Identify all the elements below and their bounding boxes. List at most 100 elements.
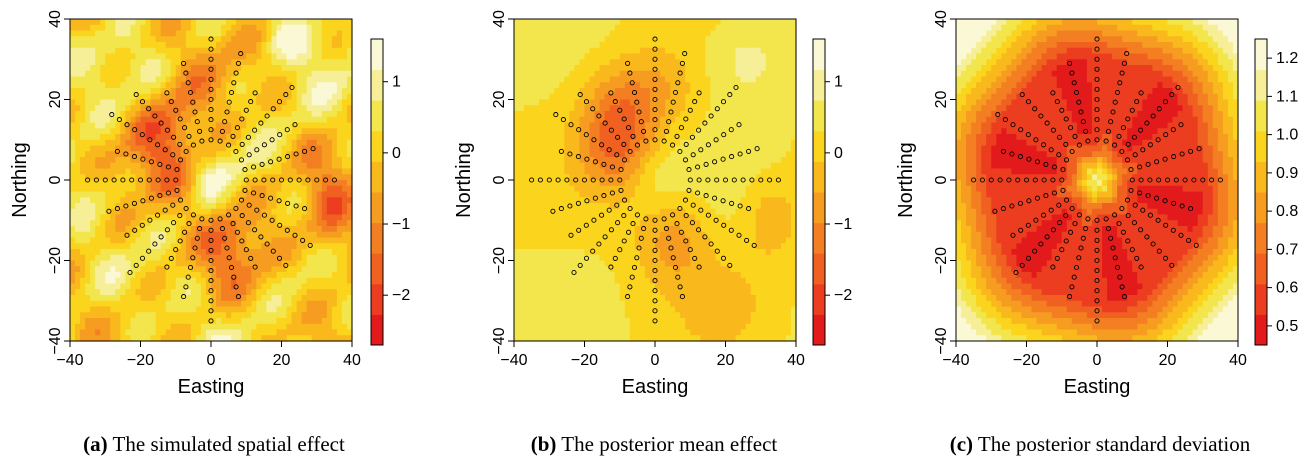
heat-cell xyxy=(286,300,293,308)
heat-cell xyxy=(200,151,207,158)
heat-cell xyxy=(644,318,651,325)
heat-cell xyxy=(150,174,157,181)
heat-cell xyxy=(579,162,586,170)
heat-cell xyxy=(301,191,308,198)
heat-cell xyxy=(554,300,560,308)
heat-cell xyxy=(331,53,338,60)
heat-cell xyxy=(115,266,121,273)
heat-cell xyxy=(271,329,278,336)
heat-cell xyxy=(205,128,212,135)
heat-cell xyxy=(346,335,353,342)
heat-cell xyxy=(554,116,560,124)
heat-cell xyxy=(115,277,121,285)
heat-cell xyxy=(246,203,252,210)
heat-cell xyxy=(614,53,621,60)
heat-cell xyxy=(574,93,581,101)
heat-cell xyxy=(185,145,192,152)
heat-cell xyxy=(619,312,626,319)
heat-cell xyxy=(231,42,237,49)
heat-cell xyxy=(579,237,586,244)
heat-cell xyxy=(80,168,86,175)
heat-cell xyxy=(519,162,525,170)
heat-cell xyxy=(125,30,132,37)
heat-cell xyxy=(629,19,636,26)
heat-cell xyxy=(90,47,96,55)
station-point xyxy=(276,99,283,105)
heat-cell xyxy=(346,47,353,55)
heat-cell xyxy=(165,53,172,60)
heat-cell xyxy=(574,70,581,78)
heat-cell xyxy=(619,277,626,285)
heat-cell xyxy=(150,180,157,187)
heat-cell xyxy=(165,122,172,129)
heat-cell xyxy=(241,220,247,227)
heat-cell xyxy=(155,318,162,325)
heat-cell xyxy=(331,300,338,308)
heat-cell xyxy=(604,99,611,106)
heat-cell xyxy=(246,197,252,204)
heat-cell xyxy=(544,139,550,147)
heat-cell xyxy=(589,168,596,175)
heat-cell xyxy=(346,151,353,158)
heat-cell xyxy=(80,289,86,296)
heat-cell xyxy=(241,203,247,210)
heat-cell xyxy=(125,220,132,227)
heat-cell xyxy=(190,185,197,193)
heat-cell xyxy=(145,185,152,193)
heat-cell xyxy=(180,220,187,227)
heat-cell xyxy=(579,111,586,118)
heat-cell xyxy=(564,59,570,66)
heat-cell xyxy=(609,65,616,72)
station-point xyxy=(139,99,146,105)
heat-cell xyxy=(266,266,273,273)
heat-cell xyxy=(579,208,586,216)
heat-cell xyxy=(145,295,152,302)
heat-cell xyxy=(150,134,157,141)
heat-cell xyxy=(634,53,641,60)
heat-cell xyxy=(125,283,132,290)
heat-cell xyxy=(311,185,318,193)
heat-cell xyxy=(110,70,116,78)
heat-cell xyxy=(549,42,555,49)
heat-cell xyxy=(110,157,116,164)
heat-cell xyxy=(85,174,91,181)
heat-cell xyxy=(80,300,86,308)
heat-cell xyxy=(291,24,298,32)
heat-cell xyxy=(301,36,308,43)
heat-cell xyxy=(629,122,636,129)
heat-cell xyxy=(120,272,126,279)
heat-cell xyxy=(125,157,132,164)
heat-cell xyxy=(579,329,586,336)
heat-cell xyxy=(291,283,298,290)
heat-cell xyxy=(286,266,293,273)
heat-cell xyxy=(614,105,621,112)
heat-cell xyxy=(609,254,616,262)
heat-cell xyxy=(246,30,252,37)
heat-cell xyxy=(216,306,222,313)
heat-cell xyxy=(221,203,227,210)
heat-cell xyxy=(564,272,570,279)
station-point xyxy=(270,177,276,183)
heat-cell xyxy=(226,289,232,296)
heat-cell xyxy=(609,329,616,336)
heat-cell xyxy=(629,329,636,336)
heat-cell xyxy=(624,99,631,106)
heat-cell xyxy=(619,36,626,43)
heat-cell xyxy=(639,93,646,101)
heat-cell xyxy=(306,174,313,181)
heat-cell xyxy=(246,312,252,319)
heat-cell xyxy=(321,36,328,43)
heat-cell xyxy=(75,59,81,66)
heat-cell xyxy=(311,272,318,279)
heat-cell xyxy=(629,312,636,319)
heat-cell xyxy=(644,249,651,256)
heat-cell xyxy=(115,139,121,147)
heat-cell xyxy=(554,122,560,129)
heat-cell xyxy=(649,191,656,198)
heat-cell xyxy=(544,214,550,221)
heat-cell xyxy=(140,99,147,106)
heat-cell xyxy=(95,174,101,181)
heat-cell xyxy=(649,174,656,181)
heat-cell xyxy=(594,53,601,60)
heat-cell xyxy=(321,208,328,216)
